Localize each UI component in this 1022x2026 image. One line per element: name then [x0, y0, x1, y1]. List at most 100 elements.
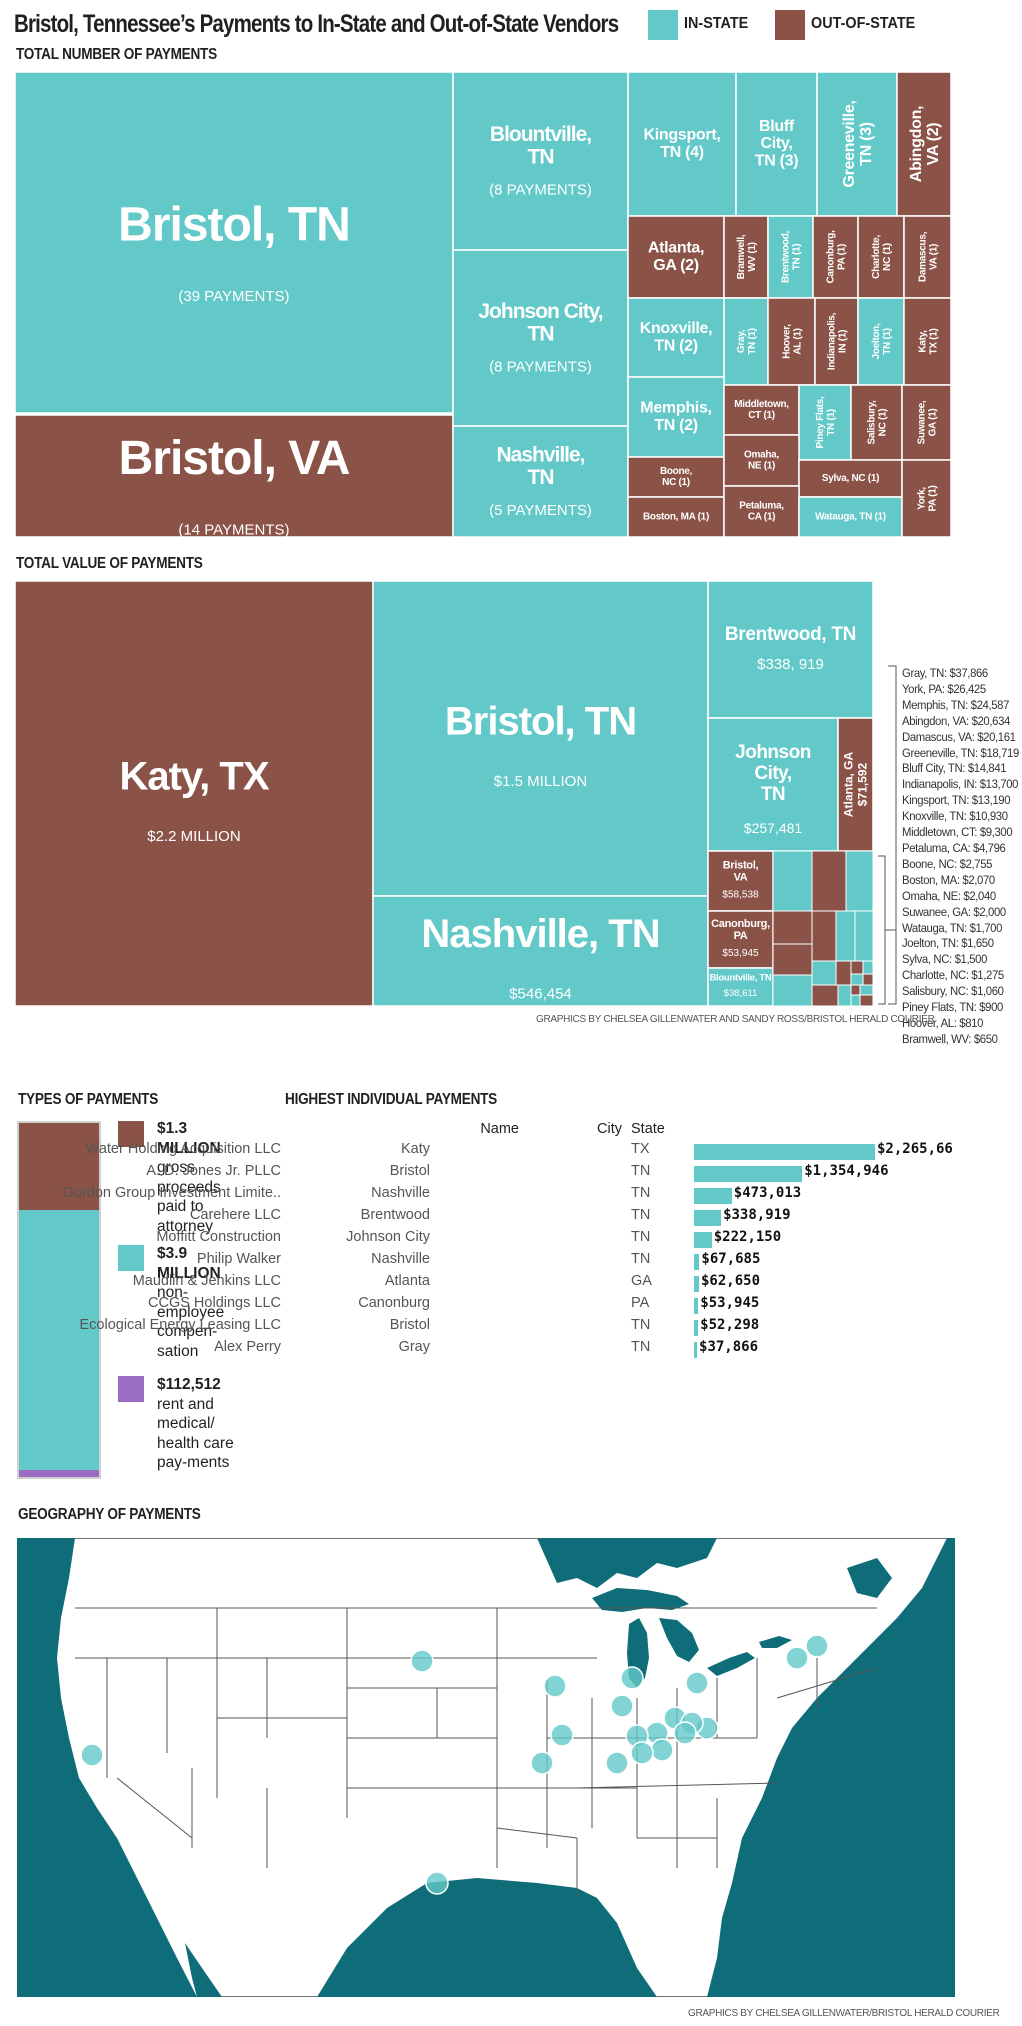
payment-amount: $67,685 [701, 1251, 761, 1267]
value-label-atlanta-ga: Atlanta, GA$71,592 [842, 752, 870, 818]
count-cell-petaluma-ca-1: Petaluma, CA (1) [723, 485, 800, 538]
count-label-watauga-tn-1: Watauga, TN (1) [815, 512, 886, 523]
payment-state: TN [631, 1229, 651, 1245]
small-values-item: Bluff City, TN: $14,841 [902, 761, 1007, 776]
payment-state: TN [631, 1163, 651, 1179]
map-payment-dot-13 [673, 1721, 697, 1745]
value-rect-bristol-va [707, 850, 774, 912]
count-rect-piney-flats-tn-1 [798, 384, 852, 461]
count-rect-york-pa-1 [901, 459, 952, 538]
count-label-blountville-tn: Blountville, TN [490, 123, 591, 169]
small-values-item: Hoover, AL: $810 [902, 1015, 984, 1030]
count-label-damascus-va-1: Damascus,VA (1) [918, 231, 940, 282]
count-cell-katy-tx-1: Katy,TX (1) [903, 297, 952, 386]
legend-swatch-in-state [648, 10, 678, 40]
value-sub-johnson-city-tn: $257,481 [744, 820, 803, 836]
map-water-pacific-ocean [17, 1538, 197, 1997]
map-payment-dot-3 [620, 1666, 644, 1690]
count-label-joelton-tn-1: Joelton,TN (1) [871, 323, 893, 359]
payment-city: Nashville [371, 1185, 430, 1201]
value-small-cell-11 [850, 960, 864, 975]
payment-bar [694, 1144, 875, 1160]
small-values-item: Omaha, NE: $2,040 [902, 888, 996, 903]
value-treemap: Katy, TX $2.2 MILLION Bristol, TN $1.5 MILL… [14, 580, 897, 1007]
payment-state: PA [631, 1295, 650, 1311]
value-small-cell-6 [854, 910, 874, 962]
count-cell-gray-tn-1: Gray,TN (1) [723, 297, 769, 386]
highest-header-city: City [597, 1121, 622, 1137]
count-rect-bristol-tn [14, 71, 454, 414]
count-rect-suwanee-ga-1 [901, 384, 952, 461]
count-label-charlotte-nc-1: Charlotte,NC (1) [871, 235, 893, 279]
map-water-lake-erie [707, 1652, 755, 1676]
count-rect-bristol-va [14, 414, 454, 538]
value-sub-brentwood-tn: $338, 919 [757, 656, 824, 673]
map-water-gulf-of-mexico [317, 1878, 657, 1997]
small-values-item: Boone, NC: $2,755 [902, 856, 993, 871]
value-cell-nashville-tn: Nashville, TN $546,454 [372, 895, 709, 1007]
payment-amount: $62,650 [701, 1273, 761, 1289]
map-payment-dot-4 [685, 1671, 709, 1695]
types-section-title: TYPES OF PAYMENTS [18, 1091, 159, 1108]
payment-bar [694, 1188, 732, 1204]
payment-amount: $1,354,946 [804, 1163, 889, 1179]
highest-payment-row: Moffitt Construction Johnson City TN $222,1… [0, 1229, 1022, 1251]
count-label-kingsport-tn-4: Kingsport, TN (4) [644, 127, 721, 161]
value-cell-atlanta-ga: Atlanta, GA$71,592 [837, 717, 874, 852]
value-small-cell-16 [837, 984, 852, 1007]
small-values-list: Gray, TN: $37,866 York, PA: $26,425 Memphi… [902, 666, 1019, 1048]
payment-name: Alex Perry [214, 1339, 281, 1355]
value-cell-bristol-tn: Bristol, TN $1.5 MILLION [372, 580, 709, 897]
count-label-memphis-tn-2: Memphis, TN (2) [640, 400, 711, 434]
count-rect-bluff-city-tn-3 [735, 71, 818, 217]
count-rect-nashville-tn [452, 425, 629, 538]
value-small-cell-10 [835, 960, 852, 986]
count-cell-boone-nc-1: Boone, NC (1) [627, 456, 725, 498]
highest-payment-row: Philip Walker Nashville TN $67,685 [0, 1251, 1022, 1273]
types-segment-rent-medical [19, 1469, 99, 1477]
small-values-item: Boston, MA: $2,070 [902, 872, 995, 887]
payment-city: Katy [400, 1141, 430, 1157]
page-title: Bristol, Tennessee’s Payments to In-Stat… [14, 10, 619, 38]
types-swatch-rent-medical [118, 1376, 144, 1402]
payment-city: Bristol [389, 1317, 430, 1333]
payment-name: Philip Walker [196, 1251, 281, 1267]
count-sub-nashville-tn: (5 PAYMENTS) [489, 502, 592, 519]
count-label-bristol-tn: Bristol, TN [118, 199, 350, 252]
small-values-item: Greeneville, TN: $18,719 [902, 745, 1019, 760]
value-small-cell-17 [850, 984, 861, 996]
count-cell-bluff-city-tn-3: Bluff City, TN (3) [735, 71, 818, 217]
payment-bar [694, 1320, 699, 1336]
value-cell-johnson-city-tn: Johnson City, TN $257,481 [707, 717, 839, 852]
map-payment-dot-17 [550, 1723, 574, 1747]
legend-swatch-out-state [775, 10, 805, 40]
types-swatch-attorney [118, 1121, 144, 1147]
count-cell-york-pa-1: York,PA (1) [901, 459, 952, 538]
legend-label-out-state: OUT-OF-STATE [811, 15, 916, 32]
count-cell-piney-flats-tn-1: Piney Flats,TN (1) [798, 384, 852, 461]
small-values-item: Joelton, TN: $1,650 [902, 936, 994, 951]
payment-name: CCGS Holdings LLC [148, 1295, 281, 1311]
small-values-item: Suwanee, GA: $2,000 [902, 904, 1006, 919]
payment-amount: $2,265,66 [877, 1141, 953, 1157]
value-rect-canonburg-pa [707, 910, 774, 969]
payment-bar [694, 1276, 699, 1292]
highest-payment-row: Carehere LLC Brentwood TN $338,919 [0, 1207, 1022, 1229]
value-small-cell-19 [850, 994, 861, 1007]
count-section-title: TOTAL NUMBER OF PAYMENTS [16, 46, 217, 63]
count-label-petaluma-ca-1: Petaluma, CA (1) [739, 501, 784, 523]
value-cell-canonburg-pa: Canonburg, PA $53,945 [707, 910, 774, 969]
value-small-cell-18 [859, 984, 874, 996]
count-label-suwanee-ga-1: Suwanee,GA (1) [917, 400, 939, 444]
payment-name: Carehere LLC [189, 1207, 281, 1223]
small-values-item: Bramwell, WV: $650 [902, 1031, 998, 1046]
count-label-katy-tx-1: Katy,TX (1) [918, 329, 940, 355]
payment-bar [694, 1298, 699, 1314]
count-label-omaha-ne-1: Omaha, NE (1) [744, 450, 779, 472]
small-values-bracket [888, 665, 897, 1005]
value-small-cell-4 [811, 910, 837, 962]
value-small-cell-12 [862, 960, 874, 975]
map-water-atlantic-ocean [707, 1538, 955, 1997]
map-payment-dot-6 [805, 1634, 829, 1658]
us-payments-map [17, 1538, 955, 1997]
